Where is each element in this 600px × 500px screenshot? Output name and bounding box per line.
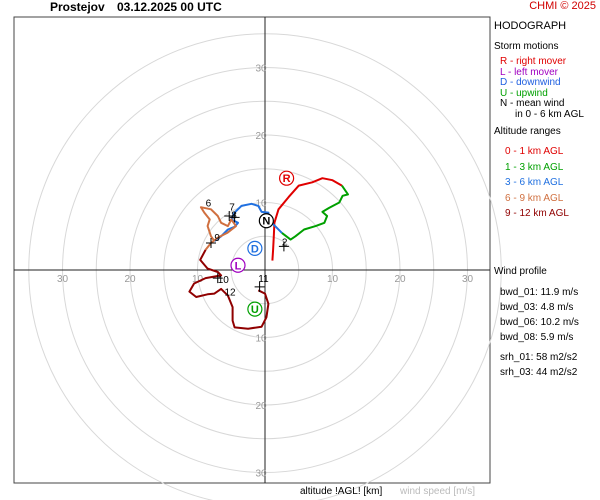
height-label-7: 7 [229, 203, 235, 214]
height-label-12: 12 [225, 288, 237, 299]
ring-label-south-10: 10 [255, 334, 267, 345]
ring-labels: 10 10 10 10 20 20 20 20 30 30 30 30 [57, 64, 474, 480]
cross-mark-5 [224, 211, 235, 221]
altitude-unit-label: altitude !AGL! [km] [300, 486, 383, 497]
ring-label-east-30: 30 [462, 274, 474, 285]
storm-motion-markers: R LD U N [230, 170, 295, 317]
storm-marker-d [247, 240, 263, 256]
wind-profile-item-6: srh_03: 44 m2/s2 [500, 367, 578, 378]
altitude-ranges-title: Altitude ranges [494, 126, 561, 137]
cross-mark-3 [212, 273, 223, 284]
storm-marker-label-r: R [283, 173, 291, 185]
storm-marker-label-n: N [262, 216, 270, 228]
ring-label-north-20: 20 [255, 131, 267, 142]
storm-marker-label-l: L [235, 260, 242, 272]
storm-legend-item-2: L - left mover [500, 66, 558, 78]
cross-mark-6 [229, 212, 240, 223]
ring-label-west-10: 10 [192, 274, 204, 285]
storm-legend-item-3: D - downwind [500, 77, 561, 88]
height-label-10: 10 [218, 275, 230, 286]
trace-segment-1 [271, 177, 343, 261]
altitude-legend-item-2: 1 - 3 km AGL [505, 161, 564, 173]
analysis-datetime: 03.12.2025 00 UTC [117, 0, 222, 14]
storm-marker-n [258, 213, 274, 229]
cross-mark-4 [254, 281, 265, 292]
storm-marker-label-u: U [251, 304, 259, 316]
panel-title: HODOGRAPH [494, 20, 567, 32]
ring-label-south-30: 30 [255, 469, 267, 480]
speed-unit-label: wind speed [m/s] [400, 486, 476, 497]
ring-label-north-30: 30 [255, 64, 267, 75]
altitude-legend-item-5: 9 - 12 km AGL [505, 208, 569, 219]
trace-segment-5 [188, 249, 270, 330]
height-label-8: 8 [231, 211, 237, 222]
altitude-legend-item-3: 3 - 6 km AGL [505, 177, 564, 188]
trace-segment-4 [199, 206, 237, 251]
credit: CHMI © 2025 [529, 0, 596, 12]
wind-profile-title: Wind profile [494, 266, 547, 277]
altitude-legend-item-1: 0 - 1 km AGL [505, 146, 564, 157]
trace-segment-2 [281, 185, 349, 241]
wind-profile-item-5: srh_01: 58 m2/s2 [500, 352, 578, 363]
wind-profile-item-2: bwd_03: 4.8 m/s [500, 302, 574, 313]
height-label-9: 9 [214, 233, 220, 244]
altitude-legend-item-4: 6 - 9 km AGL [505, 192, 564, 204]
ring-label-north-10: 10 [255, 199, 267, 210]
height-marks: 2 6 789 10 11 12 [206, 199, 289, 299]
ring-label-south-20: 20 [255, 401, 267, 412]
storm-legend-item-4: U - upwind [500, 87, 548, 99]
ring-label-east-10: 10 [327, 274, 339, 285]
height-label-11: 11 [258, 274, 269, 285]
cross-mark-2 [206, 238, 216, 248]
speed-rings [14, 17, 502, 500]
storm-legend-item-1: R - right mover [500, 56, 567, 67]
storm-marker-r [279, 170, 295, 186]
storm-motions-title: Storm motions [494, 41, 559, 52]
wind-profile-item-1: bwd_01: 11.9 m/s [500, 287, 579, 298]
ring-label-west-30: 30 [57, 274, 69, 285]
station-name: Prostejov [50, 0, 105, 14]
storm-legend-item-6: in 0 - 6 km AGL [515, 108, 584, 120]
ring-label-east-20: 20 [394, 274, 406, 285]
ring-label-west-20: 20 [124, 274, 136, 285]
storm-marker-l [230, 257, 246, 273]
height-label-2: 2 [282, 238, 288, 249]
storm-marker-u [247, 301, 263, 317]
storm-marker-label-d: D [251, 243, 259, 255]
cross-mark-1 [278, 241, 289, 252]
wind-profile-item-4: bwd_08: 5.9 m/s [500, 332, 574, 343]
height-label-6: 6 [206, 199, 212, 210]
storm-legend-item-5: N - mean wind [500, 98, 565, 109]
wind-profile-item-3: bwd_06: 10.2 m/s [500, 317, 579, 328]
